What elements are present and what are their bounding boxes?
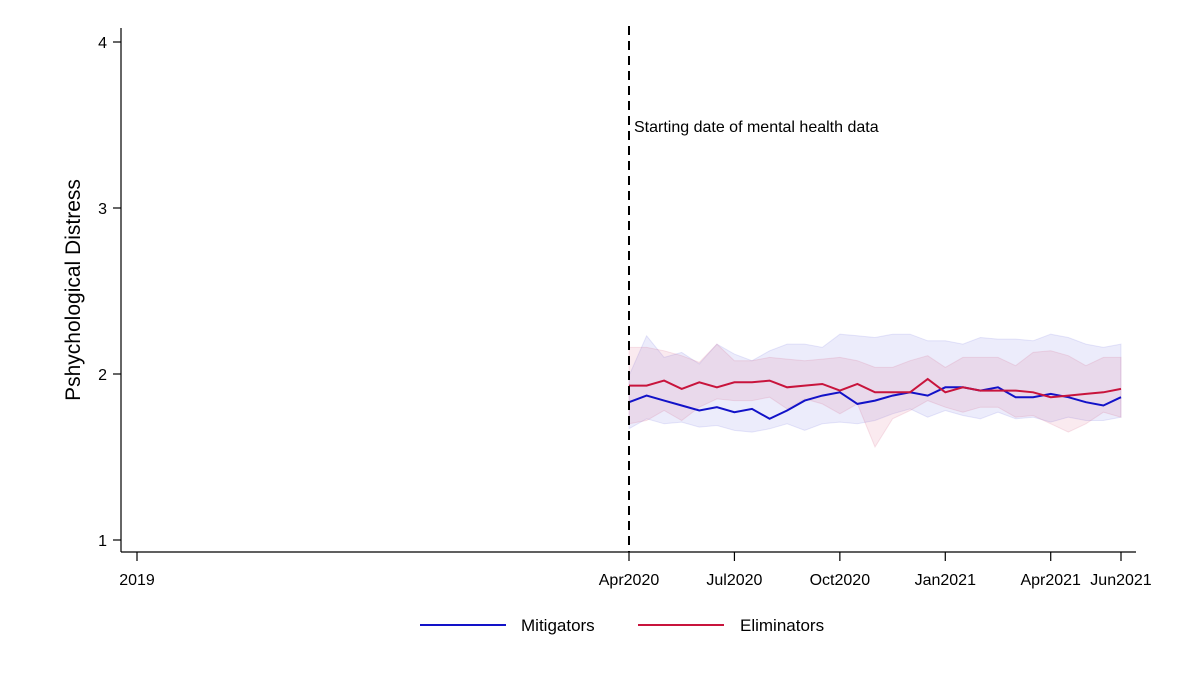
series-line-eliminators (629, 377, 1122, 399)
x-tick-label: Jul2020 (706, 572, 762, 589)
y-tick-label: 1 (98, 533, 107, 550)
x-ticks: 2019 Apr2020 Jul2020 Oct2020 Jan2021 Apr2021 J… (119, 552, 1152, 589)
x-tick-label: Jan2021 (915, 572, 976, 589)
chart-panel (36, 0, 1162, 668)
x-tick-label: Oct2020 (810, 572, 871, 589)
legend-label-eliminators: Eliminators (740, 616, 824, 635)
y-tick-label: 4 (98, 35, 107, 52)
x-tick-label: 2019 (119, 572, 155, 589)
y-ticks: 1 2 3 4 (98, 35, 121, 550)
confidence-band-eliminators (628, 343, 1122, 449)
reference-line-annotation: Starting date of mental health data (634, 119, 879, 136)
confidence-band-mitigators (628, 333, 1122, 433)
y-tick-label: 2 (98, 367, 107, 384)
reference-line-group: Starting date of mental health data (628, 26, 879, 552)
axes: 1 2 3 4 2019 Apr2020 Jul2020 Oct2020 Jan2021 Apr… (62, 28, 1152, 589)
x-tick-label: Apr2020 (599, 572, 660, 589)
y-axis-label: Pshychological Distress (62, 179, 85, 401)
x-tick-label: Jun2021 (1090, 572, 1151, 589)
series-lines (628, 377, 1122, 420)
legend-label-mitigators: Mitigators (521, 616, 595, 635)
confidence-bands (628, 333, 1122, 449)
y-tick-label: 3 (98, 201, 107, 218)
x-tick-label: Apr2021 (1020, 572, 1081, 589)
series-line-mitigators (628, 386, 1122, 420)
legend: Mitigators Eliminators (420, 616, 824, 635)
